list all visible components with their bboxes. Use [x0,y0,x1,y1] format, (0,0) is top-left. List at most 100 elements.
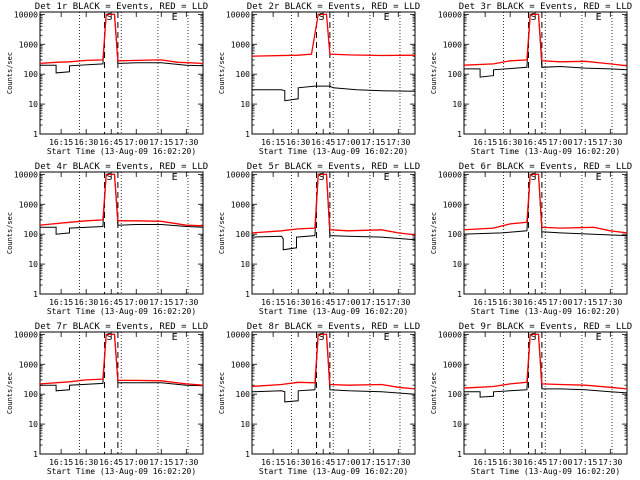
marker-e: E [384,12,390,23]
x-axis-label: Start Time (13-Aug-09 16:02:20) [471,147,620,156]
x-tick-label: 17:00 [124,138,148,147]
x-tick-label: 16:15 [473,458,497,467]
panel-title: Det 2r BLACK = Events, RED = LLD [247,2,420,12]
x-tick-label: 16:45 [99,298,123,307]
y-tick-label: 10 [240,100,250,109]
x-tick-label: 17:00 [548,298,572,307]
x-tick-label: 16:15 [473,298,497,307]
panel-title: Det 1r BLACK = Events, RED = LLD [35,2,208,12]
panel-title: Det 8r BLACK = Events, RED = LLD [247,322,420,332]
marker-e: E [384,332,390,343]
y-axis-label: Counts/sec [6,212,14,254]
y-tick-label: 100 [448,70,463,79]
y-tick-label: 100 [448,390,463,399]
panel: Det 8r BLACK = Events, RED = LLD 1 10 100 10… [218,322,420,476]
lld-series-line [464,333,627,390]
x-tick-label: 17:30 [386,458,410,467]
y-tick-label: 1000 [231,40,250,49]
y-tick-label: 1 [245,290,250,299]
y-tick-label: 100 [448,230,463,239]
x-tick-label: 16:45 [523,298,547,307]
y-tick-label: 100 [24,230,39,239]
y-tick-label: 100 [24,70,39,79]
y-tick-label: 1 [33,450,38,459]
y-tick-label: 1 [457,290,462,299]
y-tick-label: 10000 [226,330,250,339]
panel: Det 6r BLACK = Events, RED = LLD 1 10 100 10… [430,162,632,316]
x-tick-label: 17:00 [548,138,572,147]
marker-e: E [596,172,602,183]
panel-title: Det 3r BLACK = Events, RED = LLD [459,2,632,12]
y-tick-label: 10000 [14,170,38,179]
x-tick-label: 17:15 [361,298,385,307]
x-axis-label: Start Time (13-Aug-09 16:02:20) [471,307,620,316]
x-tick-label: 17:15 [361,458,385,467]
panel-title: Det 7r BLACK = Events, RED = LLD [35,322,208,332]
y-tick-label: 1 [457,450,462,459]
marker-e: E [596,332,602,343]
y-tick-label: 1000 [443,200,462,209]
lld-series-line [464,173,627,234]
x-tick-label: 16:15 [261,138,285,147]
x-axis-label: Start Time (13-Aug-09 16:02:20) [259,467,408,476]
panel: Det 5r BLACK = Events, RED = LLD 1 10 100 10… [218,162,420,316]
marker-s: S [107,12,113,23]
y-tick-label: 10 [240,420,250,429]
x-tick-label: 16:30 [498,138,522,147]
x-axis-label: Start Time (13-Aug-09 16:02:20) [471,467,620,476]
x-tick-label: 17:00 [124,458,148,467]
y-tick-label: 10 [28,100,38,109]
panel: Det 9r BLACK = Events, RED = LLD 1 10 100 10… [430,322,632,476]
x-tick-label: 16:30 [498,298,522,307]
marker-s: S [319,172,325,183]
y-tick-label: 10000 [438,170,462,179]
x-axis-label: Start Time (13-Aug-09 16:02:20) [259,147,408,156]
y-tick-label: 10 [452,100,462,109]
x-tick-label: 17:15 [573,138,597,147]
y-tick-label: 1 [245,130,250,139]
x-tick-label: 16:45 [311,458,335,467]
y-tick-label: 1000 [231,200,250,209]
x-tick-label: 17:00 [336,138,360,147]
marker-e: E [596,12,602,23]
y-tick-label: 100 [236,230,251,239]
lld-series-line [40,333,203,386]
y-tick-label: 10 [452,420,462,429]
y-tick-label: 1000 [443,40,462,49]
marker-s: S [531,172,537,183]
x-tick-label: 16:30 [286,138,310,147]
y-tick-label: 100 [236,70,251,79]
lld-series-line [252,333,415,390]
y-axis-label: Counts/sec [430,372,438,414]
x-tick-label: 16:15 [261,298,285,307]
lld-series-line [252,13,415,57]
x-tick-label: 16:45 [523,458,547,467]
y-tick-label: 10000 [438,10,462,19]
x-tick-label: 17:30 [174,138,198,147]
x-tick-label: 17:15 [149,458,173,467]
y-tick-label: 10000 [226,10,250,19]
y-axis-label: Counts/sec [6,372,14,414]
lld-series-line [40,13,203,65]
y-axis-label: Counts/sec [218,372,226,414]
x-tick-label: 16:15 [261,458,285,467]
x-tick-label: 17:30 [174,458,198,467]
panel-title: Det 6r BLACK = Events, RED = LLD [459,162,632,172]
panel-title: Det 4r BLACK = Events, RED = LLD [35,162,208,172]
events-series-line [252,85,415,102]
x-tick-label: 17:15 [573,458,597,467]
x-tick-label: 16:30 [74,138,98,147]
panel: Det 3r BLACK = Events, RED = LLD 1 10 100 10… [430,2,632,156]
y-tick-label: 1000 [19,40,38,49]
x-tick-label: 17:30 [386,298,410,307]
x-tick-label: 17:15 [573,298,597,307]
marker-s: S [319,332,325,343]
x-tick-label: 16:15 [473,138,497,147]
x-tick-label: 17:00 [336,298,360,307]
x-tick-label: 16:45 [523,138,547,147]
x-tick-label: 16:30 [74,298,98,307]
y-tick-label: 1000 [19,360,38,369]
x-axis-label: Start Time (13-Aug-09 16:02:20) [47,147,196,156]
x-tick-label: 16:30 [286,298,310,307]
marker-s: S [107,332,113,343]
